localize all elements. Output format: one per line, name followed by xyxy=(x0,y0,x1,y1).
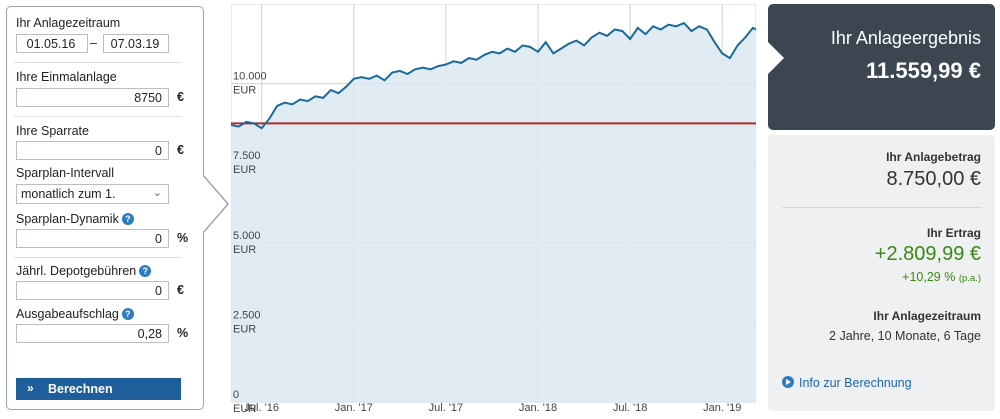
y-tick-label: 0 xyxy=(233,389,239,401)
y-tick-label: 7.500 xyxy=(233,150,261,162)
depot-fees-unit: € xyxy=(177,283,184,297)
interval-selected-value: monatlich zum 1. xyxy=(21,187,116,201)
front-load-label-text: Ausgabeaufschlag xyxy=(16,307,119,321)
divider xyxy=(782,207,982,208)
depot-fees-label: Jährl. Depotgebühren? xyxy=(16,264,152,278)
y-tick-unit: EUR xyxy=(233,323,256,335)
help-icon[interactable]: ? xyxy=(121,213,134,225)
result-title: Ihr Anlageergebnis xyxy=(830,28,981,48)
period-from-input[interactable]: 01.05.16 xyxy=(16,34,88,53)
result-summary: Ihr Anlageergebnis 11.559,99 € xyxy=(768,4,995,130)
x-tick-label: Jul. '17 xyxy=(429,402,464,412)
duration-value: 2 Jahre, 10 Monate, 6 Tage xyxy=(829,329,981,343)
performance-area xyxy=(231,23,756,402)
savings-rate-input[interactable]: 0 xyxy=(16,141,169,160)
x-tick-label: Jul. '16 xyxy=(244,402,279,412)
x-tick-label: Jul. '18 xyxy=(613,402,648,412)
investment-value: 8.750,00 € xyxy=(886,168,981,190)
calculator-form-panel xyxy=(6,6,204,410)
calculate-button-label: Berechnen xyxy=(48,382,113,396)
return-pct-suffix: (p.a.) xyxy=(958,273,981,284)
info-link-label: Info zur Berechnung xyxy=(799,376,912,390)
x-tick-label: Jan. '19 xyxy=(703,402,741,412)
return-percentage: +10,29 % (p.a.) xyxy=(902,270,981,284)
dynamic-label: Sparplan-Dynamik? xyxy=(16,212,134,226)
return-label: Ihr Ertrag xyxy=(926,226,981,240)
period-label: Ihr Anlagezeitraum xyxy=(16,16,121,30)
info-calculation-link[interactable]: Info zur Berechnung xyxy=(782,376,912,390)
period-dash: – xyxy=(90,36,97,50)
dynamic-label-text: Sparplan-Dynamik xyxy=(16,212,119,226)
return-value: +2.809,99 € xyxy=(874,243,981,265)
calculate-button[interactable]: » Berechnen xyxy=(16,378,181,400)
y-tick-unit: EUR xyxy=(233,164,256,176)
front-load-label: Ausgabeaufschlag? xyxy=(16,307,134,321)
chevron-down-icon: ⌄ xyxy=(152,187,162,199)
result-details: Ihr Anlagebetrag 8.750,00 € Ihr Ertrag +… xyxy=(768,135,995,411)
play-circle-icon xyxy=(782,376,794,388)
y-tick-unit: EUR xyxy=(233,244,256,256)
depot-fees-input[interactable]: 0 xyxy=(16,281,169,300)
dynamic-input[interactable]: 0 xyxy=(16,229,169,248)
savings-rate-label: Ihre Sparrate xyxy=(16,124,89,138)
lump-sum-unit: € xyxy=(177,90,184,104)
performance-line xyxy=(231,21,756,130)
x-tick-label: Jan. '18 xyxy=(519,402,557,412)
investment-label: Ihr Anlagebetrag xyxy=(886,150,981,164)
help-icon[interactable]: ? xyxy=(121,308,134,320)
y-tick-label: 10.000 xyxy=(233,71,267,83)
savings-rate-unit: € xyxy=(177,143,184,157)
help-icon[interactable]: ? xyxy=(139,265,152,277)
result-pointer-arrow xyxy=(768,42,784,74)
front-load-unit: % xyxy=(177,326,189,340)
y-tick-unit: EUR xyxy=(233,403,256,412)
y-tick-label: 5.000 xyxy=(233,230,261,242)
lump-sum-input[interactable]: 8750 xyxy=(16,88,169,107)
return-pct-value: +10,29 % xyxy=(902,270,956,284)
lump-sum-label: Ihre Einmalanlage xyxy=(16,70,117,84)
duration-label: Ihr Anlagezeitraum xyxy=(873,309,981,323)
y-tick-unit: EUR xyxy=(233,85,256,97)
double-chevron-right-icon: » xyxy=(27,381,34,395)
x-tick-label: Jan. '17 xyxy=(335,402,373,412)
panel-pointer-arrow-fill xyxy=(202,175,227,233)
depot-fees-label-text: Jährl. Depotgebühren xyxy=(16,264,137,278)
result-value: 11.559,99 € xyxy=(865,58,981,83)
divider xyxy=(14,62,182,63)
front-load-input[interactable]: 0,28 xyxy=(16,324,169,343)
divider xyxy=(14,257,182,258)
period-to-input[interactable]: 07.03.19 xyxy=(103,34,169,53)
dynamic-unit: % xyxy=(177,231,189,245)
y-tick-label: 2.500 xyxy=(233,309,261,321)
performance-chart: 0 EUR 2.500 EUR 5.000 EUR 7.500 EUR 10.000 EUR Ju… xyxy=(231,4,756,412)
divider xyxy=(14,116,182,117)
interval-select[interactable]: monatlich zum 1. ⌄ xyxy=(16,184,169,204)
interval-label: Sparplan-Intervall xyxy=(16,166,114,180)
